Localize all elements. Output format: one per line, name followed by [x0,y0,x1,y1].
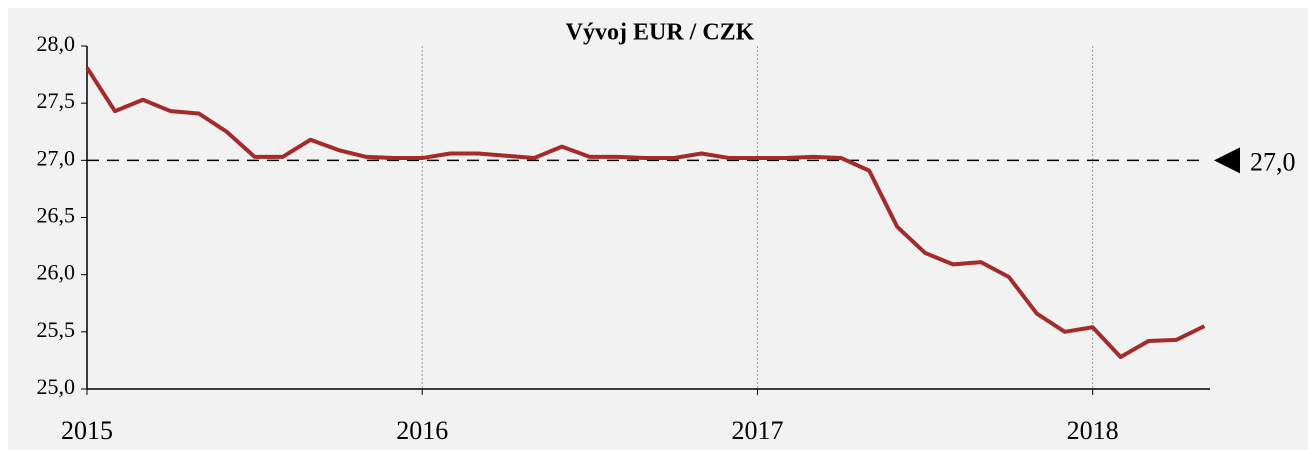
chart-background [8,8,1308,450]
y-tick-label: 26,0 [37,260,76,285]
x-tick-label: 2017 [731,416,783,445]
y-tick-label: 25,5 [37,317,76,342]
x-tick-label: 2016 [396,416,448,445]
reference-marker [1214,147,1240,174]
x-tick-label: 2018 [1067,416,1119,445]
y-tick-label: 27,0 [37,145,76,170]
reference-label: 27,0 [1250,147,1296,176]
line [85,66,1206,359]
y-tick-label: 25,0 [37,374,76,399]
y-tick-label: 28,0 [37,31,76,56]
x-tick-label: 2015 [61,416,113,445]
chart-title: Vývoj EUR / CZK [566,20,755,46]
y-tick-label: 27,5 [37,88,76,113]
y-tick-label: 26,5 [37,203,76,228]
